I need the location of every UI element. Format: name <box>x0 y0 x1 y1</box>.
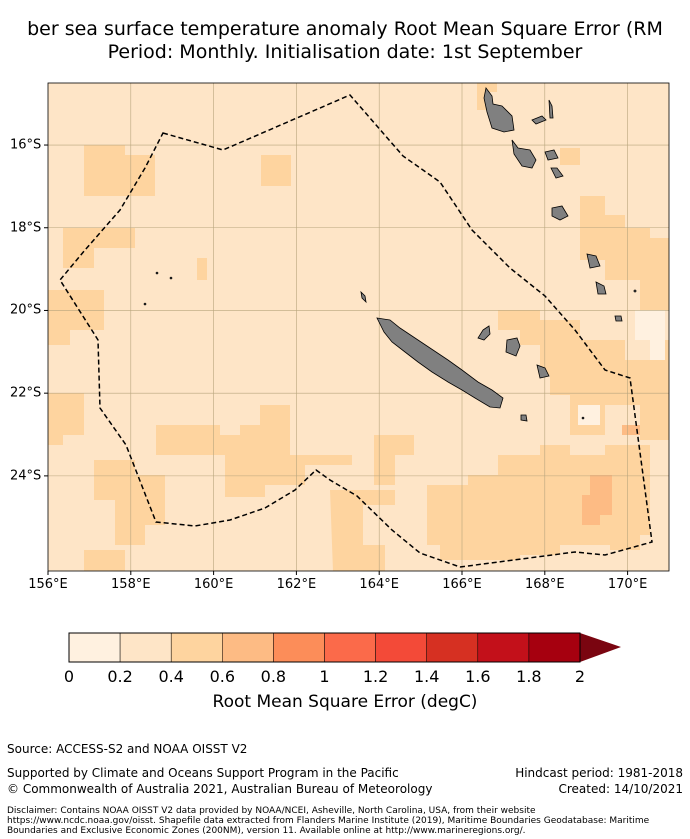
colorbar-frame <box>68 632 581 663</box>
island-ouvea <box>477 325 491 341</box>
colorbar-tick-label: 0.2 <box>107 667 133 686</box>
lon-label: 158°E <box>111 577 151 592</box>
axis-ticks <box>44 144 629 575</box>
colorbar-tick-label: 0.8 <box>260 667 287 686</box>
map-title-line2: Period: Monthly. Initialisation date: 1s… <box>107 41 583 63</box>
colorbar-tick-label: 2 <box>574 667 586 686</box>
disclaimer-text: Disclaimer: Contains NOAA OISST V2 data … <box>7 806 650 836</box>
lat-label: 22°S <box>10 385 42 401</box>
colorbar-segments <box>68 632 581 663</box>
colorbar-tick-label: 0.4 <box>158 667 184 686</box>
colorbar-extend-arrow <box>580 633 621 662</box>
colorbar-segment <box>528 632 581 663</box>
colorbar-tick-label: 1.8 <box>516 667 542 686</box>
island-chesterfield-3 <box>143 302 147 306</box>
rmse-0.4-0.6-regions <box>48 83 669 571</box>
island-efate <box>551 205 569 221</box>
rmse-0-0.2-regions <box>578 310 665 425</box>
island-maewo-ambrym <box>544 149 559 161</box>
lon-label: 156°E <box>28 577 68 592</box>
eez-boundary-line <box>59 94 653 568</box>
supported-by-text: Supported by Climate and Oceans Support … <box>7 766 399 780</box>
rmse-map <box>44 82 670 575</box>
island-pentecost <box>548 99 554 119</box>
colorbar-segment <box>170 632 223 663</box>
island-aneityum <box>614 315 623 322</box>
rmse-field <box>48 83 669 571</box>
colorbar-segment <box>324 632 376 663</box>
lat-label: 16°S <box>10 137 42 153</box>
lat-label: 20°S <box>10 302 42 318</box>
island-erromango <box>586 253 601 269</box>
colorbar-tick-label: 0 <box>63 667 75 686</box>
lon-label: 160°E <box>193 577 234 592</box>
rmse-0.6-0.8-regions <box>582 425 640 525</box>
lat-label: 24°S <box>10 468 42 484</box>
colorbar-tick-label: 1.6 <box>465 667 491 686</box>
map-title-line1: ber sea surface temperature anomaly Root… <box>27 18 663 40</box>
colorbar-segment <box>119 632 172 663</box>
island-lifou <box>505 337 521 357</box>
lat-label: 18°S <box>10 220 42 236</box>
colorbar-label: Root Mean Square Error (degC) <box>212 692 478 712</box>
island-malakula <box>511 139 537 169</box>
island-tanna <box>595 281 607 295</box>
colorbar-segment <box>273 632 325 663</box>
colorbar-segment <box>68 632 121 663</box>
colorbar-segment <box>477 632 530 663</box>
copyright-text: © Commonwealth of Australia 2021, Austra… <box>7 782 433 796</box>
colorbar <box>68 632 621 663</box>
lon-label: 164°E <box>359 577 399 592</box>
lon-label: 166°E <box>442 577 482 592</box>
hindcast-period-text: Hindcast period: 1981-2018 <box>515 766 683 780</box>
island-futuna <box>633 289 637 293</box>
colorbar-tick-label: 1 <box>319 667 330 686</box>
colorbar-tick-label: 0.6 <box>209 667 236 686</box>
lon-label: 162°E <box>276 577 317 592</box>
lon-label: 170°E <box>607 577 648 592</box>
island-espiritu-santo <box>483 87 515 133</box>
island-mare <box>536 364 550 379</box>
island-chesterfield-1 <box>155 271 159 275</box>
island-matthew <box>581 416 585 420</box>
island-chesterfield-2 <box>169 276 173 280</box>
island-new-caledonia <box>376 317 504 409</box>
colorbar-tick-label: 1.4 <box>413 667 440 686</box>
island-isle-of-pines <box>520 414 528 422</box>
lon-label: 168°E <box>525 577 565 592</box>
colorbar-segment <box>222 632 274 663</box>
colorbar-segment <box>426 632 479 663</box>
island-ambae <box>531 115 547 125</box>
map-frame <box>47 82 670 572</box>
island-epi <box>550 167 564 179</box>
land-islands <box>143 87 637 422</box>
island-belep <box>360 290 367 304</box>
colorbar-tick-label: 1.2 <box>362 667 389 686</box>
colorbar-segment <box>375 632 427 663</box>
source-text: Source: ACCESS-S2 and NOAA OISST V2 <box>7 742 248 756</box>
created-date-text: Created: 14/10/2021 <box>558 782 683 796</box>
